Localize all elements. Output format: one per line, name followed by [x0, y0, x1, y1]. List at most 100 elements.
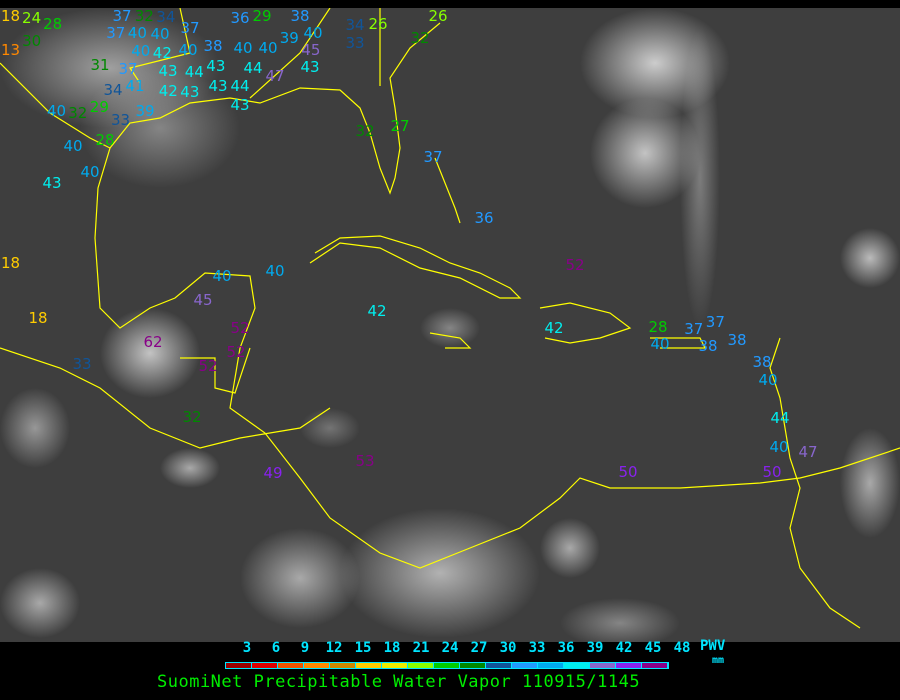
legend-tick: 27 [470, 640, 488, 656]
legend-swatch [486, 663, 512, 668]
station-pwv-label: 40 [47, 101, 67, 120]
legend-unit: mm [712, 655, 725, 666]
coastline [0, 62, 900, 569]
coastline [109, 22, 441, 195]
legend-tick: 39 [586, 640, 604, 656]
station-pwv-label: 36 [230, 8, 250, 27]
station-pwv-label: 39 [279, 29, 299, 48]
station-pwv-label: 39 [135, 101, 155, 120]
legend-tick: 30 [499, 640, 517, 656]
coastline-overlay [0, 8, 900, 629]
legend-swatch [382, 663, 408, 668]
station-pwv-label: 32 [182, 407, 202, 426]
cloud [340, 508, 540, 638]
station-pwv-label: 29 [89, 97, 109, 116]
cloud [840, 428, 900, 538]
station-pwv-label: 43 [230, 95, 250, 114]
station-pwv-label: 44 [230, 76, 250, 95]
legend-tick: 24 [441, 640, 459, 656]
legend-tick: 18 [383, 640, 401, 656]
legend-swatch [330, 663, 356, 668]
legend-swatch [512, 663, 538, 668]
station-pwv-label: 40 [127, 24, 147, 43]
station-pwv-label: 32 [410, 28, 430, 47]
station-pwv-label: 40 [258, 38, 278, 57]
cloud [680, 28, 720, 328]
legend-tick: 9 [300, 640, 310, 656]
station-pwv-label: 36 [474, 208, 494, 227]
station-pwv-label: 34 [156, 7, 176, 26]
legend-tick: 48 [673, 640, 691, 656]
cloud [300, 408, 360, 448]
station-pwv-label: 37 [423, 147, 443, 166]
station-pwv-label: 52 [565, 255, 585, 274]
station-pwv-label: 45 [193, 290, 213, 309]
legend-tick: 15 [354, 640, 372, 656]
satellite-image: 18 24 28 30 13 37 32 34 37 40 40 40 37 36 29 38 39 40 34 26… [0, 7, 900, 648]
station-pwv-label: 32 [68, 103, 88, 122]
coastline [180, 347, 251, 394]
station-pwv-label: 49 [263, 463, 283, 482]
station-pwv-label: 62 [143, 332, 163, 351]
station-pwv-label: 43 [206, 56, 226, 75]
legend-swatch [616, 663, 642, 668]
coastline [539, 302, 632, 344]
coastline [650, 337, 706, 349]
coastline [129, 8, 191, 84]
legend-swatch [538, 663, 564, 668]
station-pwv-label: 40 [265, 261, 285, 280]
map-title: SuomiNet Precipitable Water Vapor 110915… [157, 672, 641, 692]
station-pwv-label: 40 [212, 266, 232, 285]
station-pwv-label: 38 [203, 36, 223, 55]
station-pwv-label: 52 [230, 318, 250, 337]
station-pwv-label: 50 [762, 462, 782, 481]
station-pwv-label: 37 [684, 319, 704, 338]
station-pwv-label: 42 [544, 318, 564, 337]
legend-swatch [590, 663, 616, 668]
station-pwv-label: 27 [390, 116, 410, 135]
station-pwv-label: 30 [22, 32, 42, 51]
coastline [0, 347, 331, 449]
station-pwv-label: 32 [355, 121, 375, 140]
station-pwv-label: 13 [1, 40, 21, 59]
station-pwv-label: 33 [345, 33, 365, 52]
station-pwv-label: 40 [758, 370, 778, 389]
station-pwv-label: 40 [178, 40, 198, 59]
station-pwv-label: 40 [233, 38, 253, 57]
station-pwv-label: 40 [131, 42, 151, 61]
legend-swatch [304, 663, 330, 668]
station-pwv-label: 29 [252, 7, 272, 25]
coastline [249, 8, 331, 99]
station-pwv-label: 18 [28, 308, 48, 327]
station-pwv-label: 53 [355, 451, 375, 470]
station-pwv-label: 43 [180, 82, 200, 101]
station-pwv-label: 18 [1, 253, 21, 272]
coastline [429, 332, 472, 349]
station-pwv-label: 38 [698, 337, 718, 356]
station-pwv-label: 26 [368, 14, 388, 33]
station-pwv-label: 38 [752, 352, 772, 371]
cloud [840, 228, 900, 288]
cloud [560, 598, 680, 648]
station-pwv-label: 42 [158, 81, 178, 100]
station-pwv-label: 33 [72, 354, 92, 373]
station-pwv-label: 40 [150, 24, 170, 43]
station-pwv-label: 43 [158, 61, 178, 80]
cloud [160, 448, 220, 488]
station-pwv-label: 24 [22, 8, 42, 27]
station-pwv-label: 33 [110, 110, 131, 129]
station-pwv-label: 40 [63, 136, 83, 155]
station-pwv-label: 50 [618, 462, 638, 481]
legend-swatch [460, 663, 486, 668]
legend-tick: 12 [325, 640, 343, 656]
station-pwv-label: 52 [198, 356, 218, 375]
legend-swatch [252, 663, 278, 668]
station-pwv-label: 28 [43, 14, 63, 33]
station-pwv-label: 34 [345, 16, 365, 35]
station-pwv-label: 37 [106, 24, 126, 43]
cloud [420, 308, 480, 348]
station-pwv-label: 32 [134, 7, 154, 25]
legend-tick: 21 [412, 640, 430, 656]
station-pwv-label: 42 [367, 301, 387, 320]
